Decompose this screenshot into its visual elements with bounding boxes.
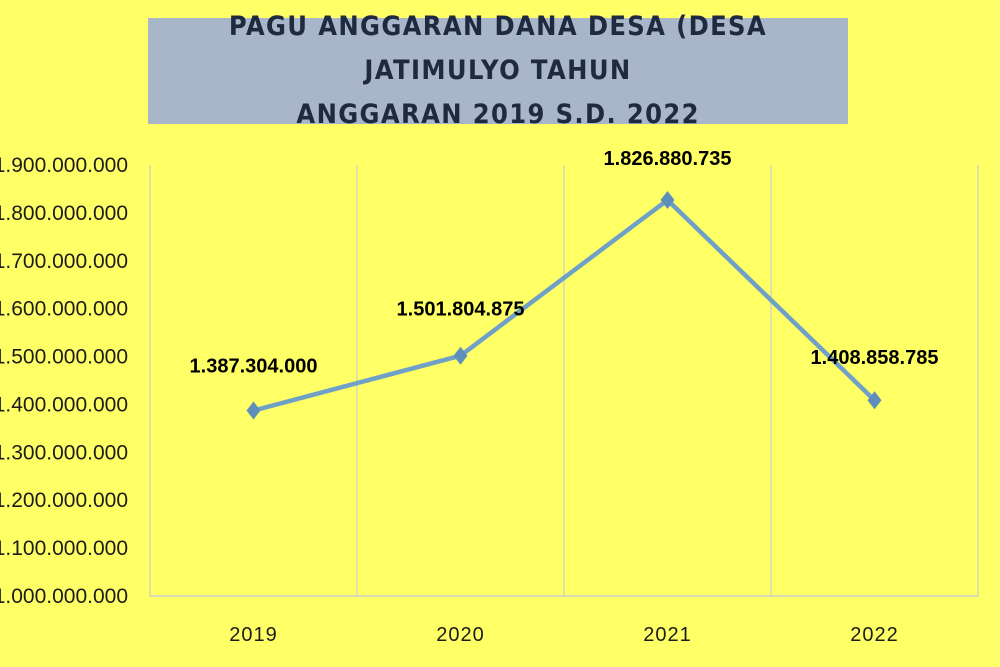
y-tick-label: 1.500.000.000 <box>0 346 128 369</box>
chart-title-box: PAGU ANGGARAN DANA DESA (DESA JATIMULYO … <box>148 11 848 130</box>
y-tick-label: 1.600.000.000 <box>0 298 128 321</box>
y-tick-label: 1.000.000.000 <box>0 585 128 608</box>
y-tick-label: 1.200.000.000 <box>0 489 128 512</box>
y-tick-label: 1.700.000.000 <box>0 250 128 273</box>
data-point-marker <box>867 391 882 410</box>
data-label: 1.826.880.735 <box>604 148 732 170</box>
x-tick-label: 2020 <box>436 624 485 646</box>
chart-subtitle: ANGGARAN 2019 S.D. 2022 <box>296 99 700 130</box>
y-tick-label: 1.100.000.000 <box>0 537 128 560</box>
data-label: 1.501.804.875 <box>397 299 525 321</box>
series-line <box>252 197 877 413</box>
data-point-marker <box>453 346 468 365</box>
data-label: 1.387.304.000 <box>190 356 318 378</box>
data-label: 1.408.858.785 <box>811 347 939 369</box>
data-point-marker <box>246 401 261 420</box>
chart-title: PAGU ANGGARAN DANA DESA (DESA JATIMULYO … <box>228 11 768 86</box>
x-tick-label: 2019 <box>229 624 278 646</box>
y-tick-label: 1.300.000.000 <box>0 441 128 464</box>
y-tick-label: 1.900.000.000 <box>0 154 128 177</box>
data-point-marker <box>660 191 675 210</box>
x-tick-label: 2021 <box>643 624 692 646</box>
y-tick-label: 1.800.000.000 <box>0 202 128 225</box>
x-tick-label: 2022 <box>850 624 899 646</box>
y-tick-label: 1.400.000.000 <box>0 393 128 416</box>
